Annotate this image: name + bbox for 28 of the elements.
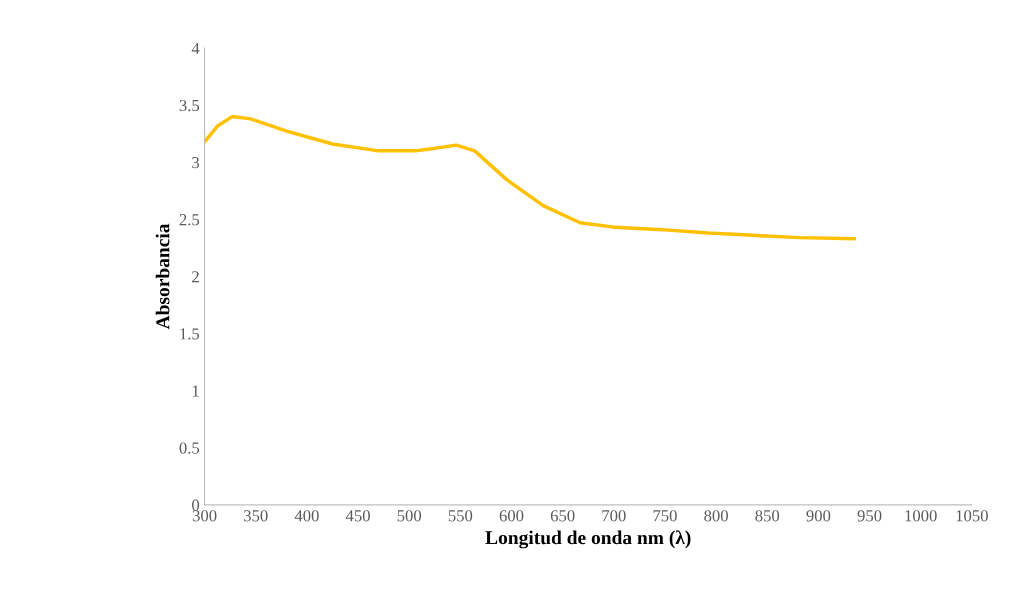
y-tick-label: 3 [192,157,200,169]
x-tick-label: 300 [192,510,217,522]
y-tick-label: 3.5 [179,99,200,112]
y-axis-title: Absorbancia [155,223,170,330]
x-tick-label: 1050 [956,510,988,522]
x-tick-label: 600 [499,510,524,522]
y-tick-label: 1 [192,385,199,397]
x-tick-label: 450 [345,510,370,522]
y-tick-label: 2.5 [179,214,200,226]
x-tick-label: 500 [397,510,422,522]
x-axis-title: Longitud de onda nm (λ) [485,530,691,549]
y-tick-label: 0 [192,499,200,511]
x-tick-label: 950 [857,510,882,522]
x-tick-label: 900 [806,510,831,522]
y-tick-label: 1.5 [180,328,200,340]
x-tick-label: 1000 [905,510,937,522]
x-tick-label: 400 [294,510,319,522]
line-series [204,114,856,241]
x-tick-label: 750 [653,510,677,522]
y-tick-label: 2 [192,271,199,283]
x-tick-label: 700 [602,510,626,522]
x-tick-label: 550 [448,510,473,522]
y-tick-label: 0.5 [179,442,200,454]
x-tick-label: 800 [704,510,728,522]
x-tick-label: 650 [550,510,575,522]
x-tick-label: 850 [755,510,780,522]
y-tick-label: 4 [191,42,200,54]
x-tick-label: 350 [244,510,268,522]
